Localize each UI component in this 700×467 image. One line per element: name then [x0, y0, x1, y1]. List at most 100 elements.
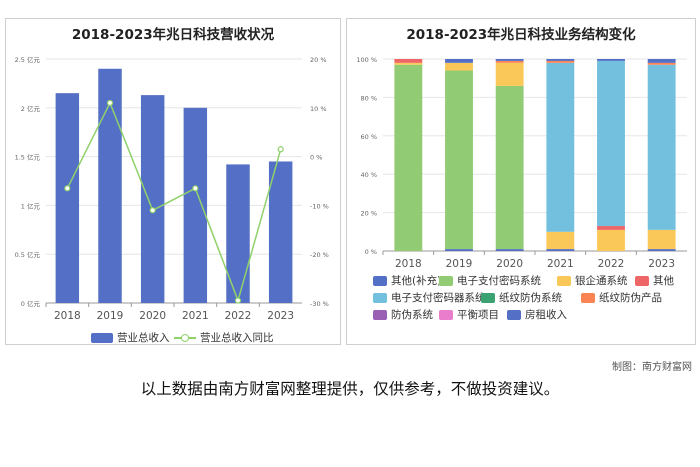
stack-segment	[445, 62, 473, 71]
y-tick-label: 2.5 亿元	[15, 55, 41, 64]
legend-item[interactable]: 银企通系统	[557, 273, 628, 288]
line-swatch-icon	[174, 333, 196, 343]
revenue-bar	[183, 107, 208, 303]
stack-segment	[647, 62, 676, 65]
stack-segment	[647, 229, 676, 250]
y-tick-label: 80 %	[360, 94, 377, 102]
y-tick-label: 40 %	[360, 171, 377, 179]
legend-item[interactable]: 平衡项目	[439, 307, 499, 322]
legend-swatch-icon	[557, 275, 571, 286]
yoy-point	[64, 185, 71, 192]
y2-tick-label: 20 %	[310, 56, 327, 64]
stack-segment	[394, 59, 423, 63]
legend-label-revenue: 营业总收入	[117, 332, 170, 344]
y-tick-label: 100 %	[356, 56, 377, 64]
x-tick-label: 2023	[648, 258, 675, 270]
stack-segment	[546, 62, 575, 232]
legend-swatch-icon	[373, 292, 387, 303]
stack-segment	[495, 85, 524, 250]
x-tick-label: 2021	[547, 258, 574, 270]
y2-tick-label: -20 %	[310, 251, 329, 259]
stack-segment	[495, 60, 524, 63]
legend-swatch-icon	[481, 292, 495, 303]
yoy-point	[149, 207, 156, 214]
stack-segment	[546, 59, 575, 61]
stack-segment	[394, 64, 423, 251]
legend-item-revenue[interactable]: 营业总收入	[91, 330, 170, 345]
legend-label: 平衡项目	[457, 309, 499, 321]
x-tick-label: 2022	[225, 310, 252, 322]
yoy-point	[192, 185, 199, 192]
legend-item[interactable]: 房租收入	[507, 307, 567, 322]
y2-tick-label: 0 %	[310, 154, 322, 162]
legend-item[interactable]: 其他(补充)	[373, 273, 441, 288]
stack-segment	[597, 229, 625, 251]
stack-segment	[647, 249, 676, 251]
revenue-bar	[98, 68, 122, 303]
legend-item-yoy[interactable]: 营业总收入同比	[174, 330, 274, 345]
yoy-point	[277, 146, 284, 153]
x-tick-label: 2018	[54, 310, 81, 322]
structure-chart-plot: 0 % 20 % 40 % 60 % 80 % 100 % 2018 2019 2020 2021…	[356, 56, 687, 270]
legend-label: 其他	[653, 275, 674, 287]
revenue-chart-plot: 0 亿元 0.5 亿元 1 亿元 1.5 亿元 2 亿元 2.5 亿元 -30 % -20 %…	[15, 55, 329, 322]
y2-tick-label: -30 %	[310, 300, 329, 308]
revenue-bar	[268, 161, 293, 303]
legend-swatch-icon	[439, 309, 453, 320]
x-tick-label: 2023	[267, 310, 294, 322]
legend-swatch-icon	[581, 292, 595, 303]
legend-swatch-icon	[439, 275, 453, 286]
yoy-line	[66, 101, 282, 303]
stack-segment	[495, 59, 524, 61]
y-tick-label: 0.5 亿元	[15, 250, 41, 259]
x-tick-label: 2022	[598, 258, 625, 270]
yoy-point	[234, 297, 242, 304]
stack-segment	[597, 60, 625, 227]
stack-segment	[647, 64, 676, 230]
legend-swatch-icon	[373, 275, 387, 286]
x-tick-label: 2019	[446, 258, 473, 270]
stack-segment	[495, 62, 524, 86]
revenue-chart-panel: 2018-2023年兆日科技营收状况 0 亿元 0.5 亿元 1 亿元 1.5 亿元 2…	[5, 18, 341, 345]
chart-credit: 制图：南方财富网	[612, 362, 692, 373]
revenue-bar	[140, 95, 165, 303]
legend-label: 纸纹防伪产品	[599, 292, 662, 304]
x-tick-label: 2018	[395, 258, 422, 270]
legend-label: 银企通系统	[575, 275, 628, 287]
structure-chart-legend: 其他(补充) 电子支付密码系统 银企通系统 其他电子支付密码器系统 纸纹防伪系统 纸纹防伪…	[347, 19, 697, 346]
x-tick-label: 2021	[182, 310, 209, 322]
legend-item[interactable]: 电子支付密码器系统	[373, 290, 486, 305]
revenue-chart-title: 2018-2023年兆日科技营收状况	[71, 27, 275, 43]
y-tick-label: 0 亿元	[21, 299, 41, 308]
stack-segment	[597, 226, 625, 230]
stack-segment	[546, 231, 575, 250]
legend-label: 房租收入	[525, 309, 567, 321]
legend-item[interactable]: 其他	[635, 273, 674, 288]
y-tick-label: 60 %	[360, 133, 377, 141]
x-tick-label: 2019	[97, 310, 124, 322]
x-tick-label: 2020	[139, 310, 166, 322]
y-tick-label: 0 %	[365, 248, 377, 256]
structure-chart-title: 2018-2023年兆日科技业务结构变化	[406, 27, 636, 43]
y-tick-label: 2 亿元	[21, 104, 41, 113]
stack-segment	[546, 60, 575, 63]
legend-item[interactable]: 纸纹防伪产品	[581, 290, 662, 305]
legend-item[interactable]: 纸纹防伪系统	[481, 290, 562, 305]
revenue-bar	[226, 164, 250, 303]
stack-segment	[495, 249, 524, 251]
legend-item[interactable]: 电子支付密码系统	[439, 273, 541, 288]
x-tick-label: 2020	[496, 258, 523, 270]
bar-swatch-icon	[91, 332, 113, 343]
y-tick-label: 1 亿元	[21, 201, 41, 210]
legend-item[interactable]: 防伪系统	[373, 307, 433, 322]
y2-tick-label: 10 %	[310, 105, 327, 113]
stack-segment	[445, 59, 473, 63]
legend-label: 电子支付密码器系统	[391, 292, 486, 304]
revenue-chart-legend: 营业总收入 营业总收入同比	[6, 19, 342, 346]
yoy-point	[106, 99, 114, 107]
legend-label: 其他(补充)	[391, 275, 442, 287]
legend-label: 防伪系统	[391, 309, 433, 321]
stack-segment	[647, 59, 676, 63]
revenue-bar	[55, 93, 80, 303]
legend-swatch-icon	[635, 275, 649, 286]
